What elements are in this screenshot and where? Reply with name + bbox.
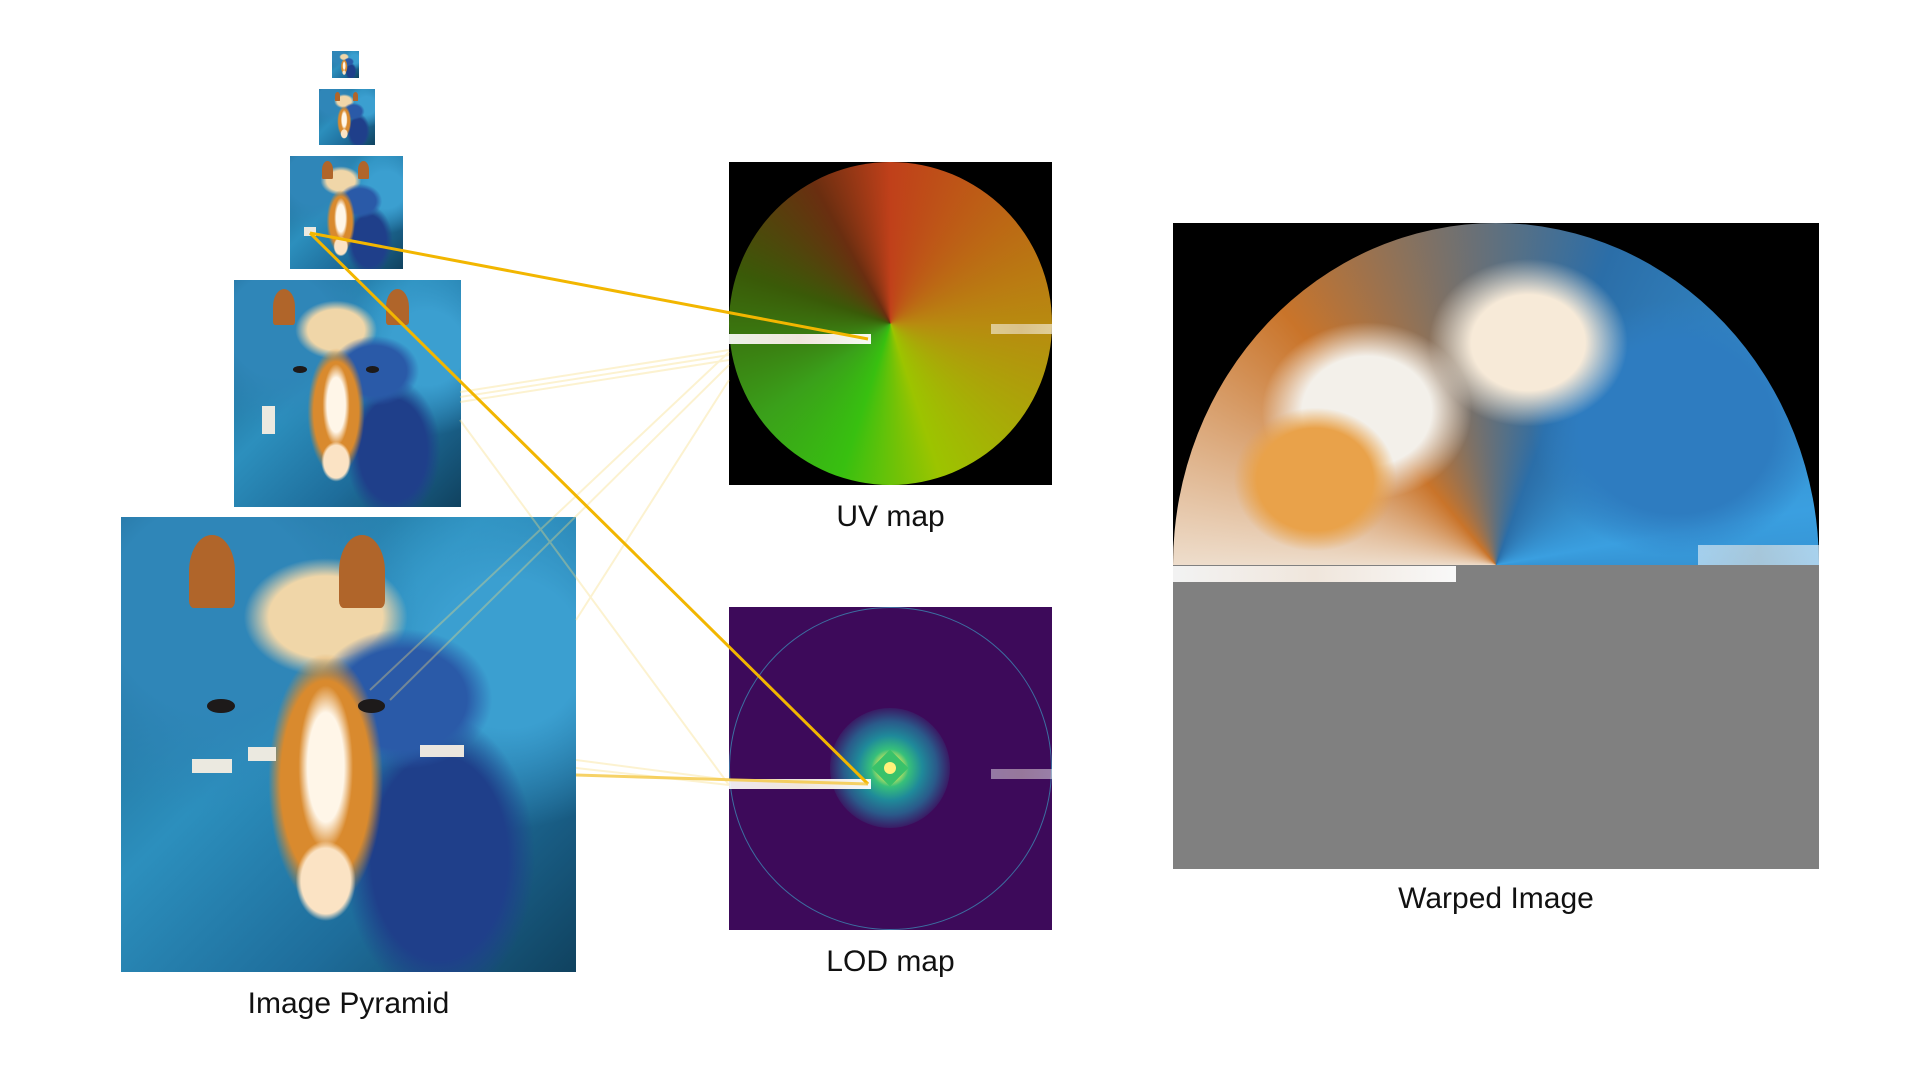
- pyramid-level-5: [332, 51, 359, 78]
- warped-sample-strip-right: [1698, 545, 1819, 565]
- sample-highlight: [248, 747, 276, 761]
- warped-sample-strip: [1173, 566, 1456, 582]
- sample-highlight: [304, 227, 316, 236]
- lod-core: [884, 762, 896, 774]
- uv-map: [729, 162, 1052, 485]
- lod-map: [729, 607, 1052, 930]
- sample-highlight: [262, 406, 275, 434]
- pyramid-level-3: [290, 156, 403, 269]
- uv-map-label: UV map: [836, 500, 945, 533]
- warped-dome: [1173, 223, 1819, 565]
- sample-highlight: [192, 759, 232, 773]
- lod-sample-strip: [729, 779, 871, 789]
- pyramid-label: Image Pyramid: [247, 987, 450, 1020]
- pyramid-level-2: [234, 280, 461, 507]
- unfilled-region: [1173, 565, 1819, 869]
- pyramid-level-4: [319, 89, 375, 145]
- sample-highlight: [420, 745, 464, 757]
- pyramid-level-1: [121, 517, 576, 972]
- lod-map-label: LOD map: [826, 945, 955, 978]
- warped-image: [1173, 223, 1819, 869]
- uv-sample-strip-right: [991, 324, 1052, 334]
- uv-sample-strip: [729, 334, 871, 344]
- warped-label: Warped Image: [1398, 882, 1594, 915]
- lod-sample-strip-right: [991, 769, 1052, 779]
